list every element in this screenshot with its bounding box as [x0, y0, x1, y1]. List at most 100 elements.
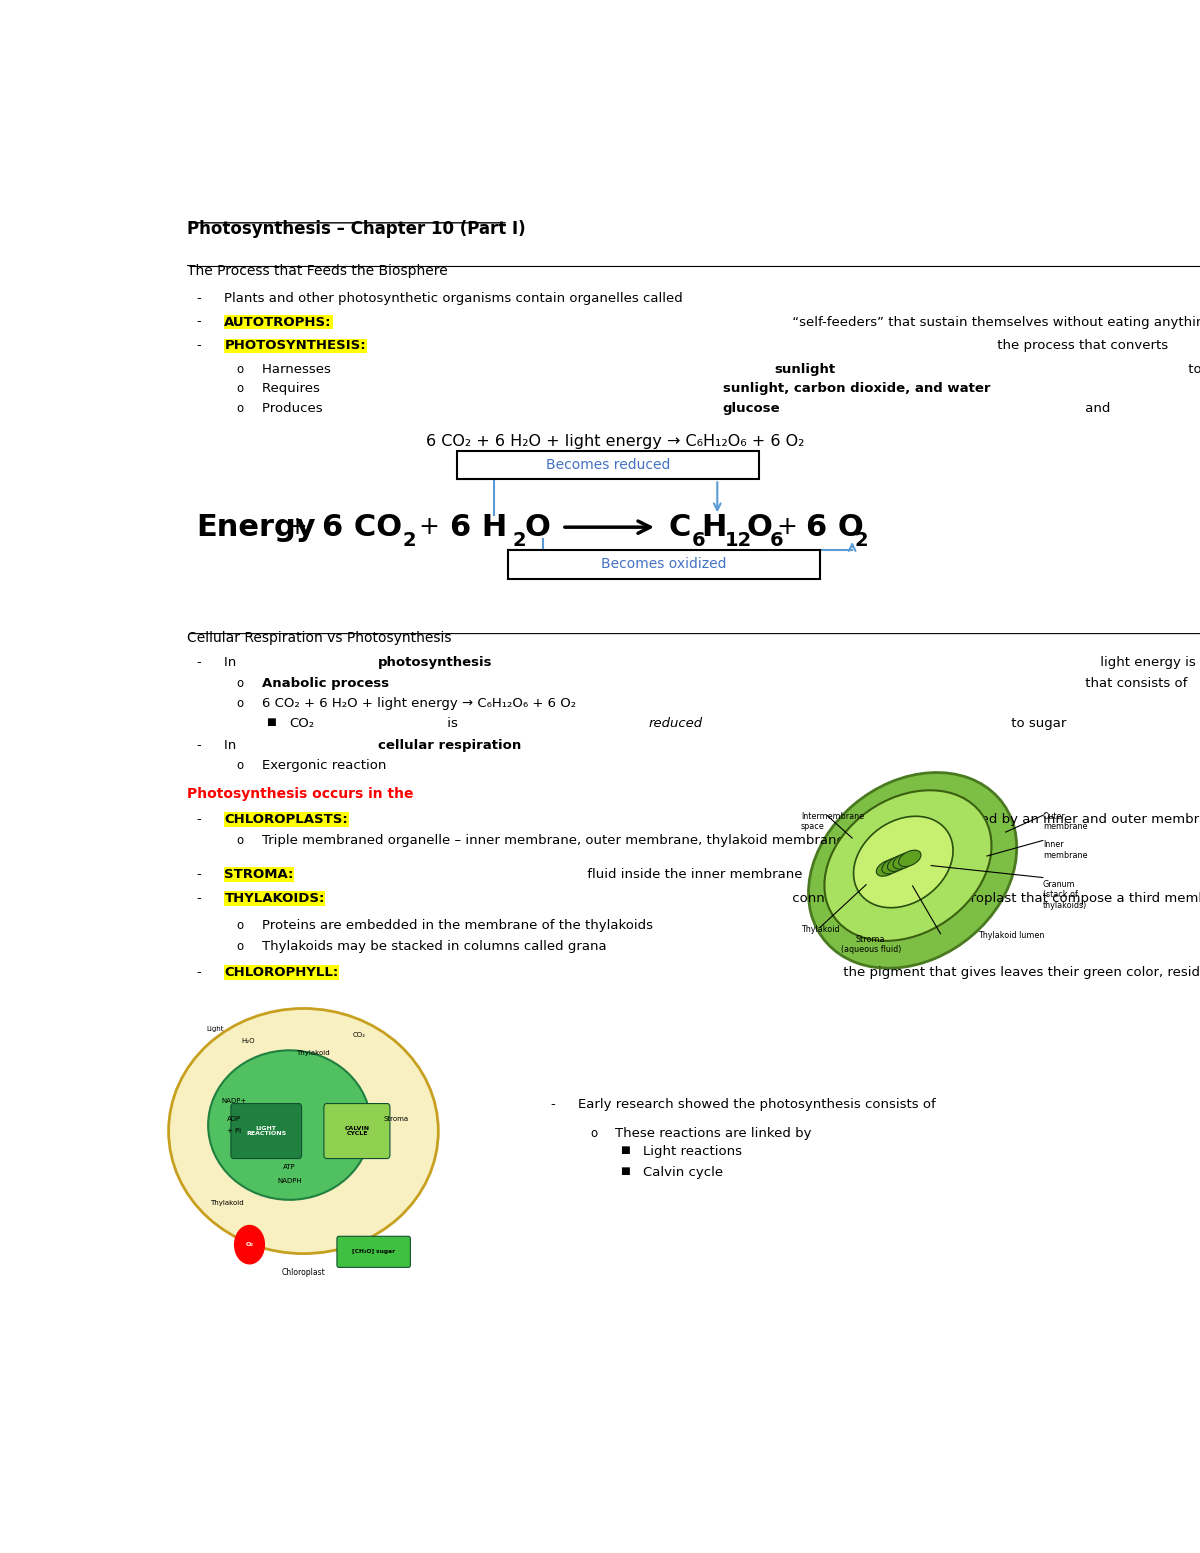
FancyBboxPatch shape — [457, 450, 760, 480]
Text: Produces: Produces — [262, 402, 326, 415]
Text: Thylakoid: Thylakoid — [210, 1200, 244, 1205]
Text: 12: 12 — [725, 531, 752, 550]
Text: Stroma
(aqueous fluid): Stroma (aqueous fluid) — [840, 935, 901, 955]
Text: 6 CO₂ + 6 H₂O + light energy → C₆H₁₂O₆ + 6 O₂: 6 CO₂ + 6 H₂O + light energy → C₆H₁₂O₆ +… — [426, 433, 804, 449]
Text: sunlight, carbon dioxide, and water: sunlight, carbon dioxide, and water — [722, 382, 990, 396]
Text: o: o — [236, 402, 244, 415]
Text: These reactions are linked by: These reactions are linked by — [616, 1127, 816, 1140]
Text: O₂: O₂ — [246, 1242, 253, 1247]
Text: Outer
membrane: Outer membrane — [1043, 812, 1087, 831]
Text: Harnesses: Harnesses — [262, 363, 335, 376]
Text: Stroma: Stroma — [384, 1117, 409, 1123]
Text: that consists of: that consists of — [1081, 677, 1192, 690]
Text: fluid inside the inner membrane: fluid inside the inner membrane — [583, 868, 803, 881]
Text: +: + — [287, 516, 307, 539]
Text: CO₂: CO₂ — [289, 717, 314, 730]
Text: Energy: Energy — [197, 512, 316, 542]
Text: -: - — [197, 812, 202, 826]
Text: NADPH: NADPH — [277, 1179, 302, 1185]
Ellipse shape — [208, 1050, 371, 1200]
Text: Proteins are embedded in the membrane of the thylakoids: Proteins are embedded in the membrane of… — [262, 919, 653, 932]
Text: 6: 6 — [691, 531, 704, 550]
Text: Light reactions: Light reactions — [643, 1146, 742, 1159]
Text: 6: 6 — [769, 531, 784, 550]
Text: the process that converts: the process that converts — [994, 340, 1172, 353]
Text: Light: Light — [206, 1027, 224, 1033]
Text: O: O — [524, 512, 551, 542]
Text: STROMA:: STROMA: — [224, 868, 294, 881]
Text: 6 O: 6 O — [805, 512, 864, 542]
Ellipse shape — [853, 817, 953, 907]
Text: 2: 2 — [403, 531, 416, 550]
Text: the pigment that gives leaves their green color, resides in the thylakoid membra: the pigment that gives leaves their gree… — [839, 966, 1200, 978]
Text: AUTOTROPHS:: AUTOTROPHS: — [224, 315, 332, 329]
FancyBboxPatch shape — [324, 1104, 390, 1159]
Text: to make: to make — [1184, 363, 1200, 376]
Text: THYLAKOIDS:: THYLAKOIDS: — [224, 891, 325, 905]
Text: ADP: ADP — [227, 1117, 241, 1123]
Text: The Process that Feeds the Biosphere: The Process that Feeds the Biosphere — [187, 264, 448, 278]
Ellipse shape — [824, 790, 991, 941]
Text: Calvin cycle: Calvin cycle — [643, 1166, 724, 1179]
Text: light energy is converted to chemical energy: light energy is converted to chemical en… — [1096, 657, 1200, 669]
Text: and: and — [1081, 402, 1115, 415]
Text: Requires: Requires — [262, 382, 324, 396]
Text: connected sacs in the chloroplast that compose a third membrane system: connected sacs in the chloroplast that c… — [788, 891, 1200, 905]
Circle shape — [235, 1225, 264, 1264]
Text: “self-feeders” that sustain themselves without eating anything derived from othe: “self-feeders” that sustain themselves w… — [788, 315, 1200, 329]
Text: sunlight: sunlight — [774, 363, 835, 376]
Ellipse shape — [899, 849, 920, 867]
FancyBboxPatch shape — [337, 1236, 410, 1267]
Text: o: o — [236, 697, 244, 710]
Text: In: In — [224, 657, 241, 669]
Text: +: + — [776, 516, 798, 539]
Text: reduced: reduced — [648, 717, 702, 730]
Text: Photosynthesis – Chapter 10 (Part I): Photosynthesis – Chapter 10 (Part I) — [187, 221, 526, 238]
Text: 6 H: 6 H — [450, 512, 508, 542]
Text: 2: 2 — [854, 531, 869, 550]
Text: is: is — [443, 717, 462, 730]
Text: -: - — [197, 966, 202, 978]
Text: cellular respiration: cellular respiration — [378, 739, 521, 752]
Text: ■: ■ — [619, 1146, 629, 1155]
Text: -: - — [197, 739, 202, 752]
Text: In: In — [224, 739, 241, 752]
Text: o: o — [236, 382, 244, 396]
Text: Plants and other photosynthetic organisms contain organelles called: Plants and other photosynthetic organism… — [224, 292, 688, 304]
Ellipse shape — [169, 1008, 438, 1253]
Text: Exergonic reaction: Exergonic reaction — [262, 759, 386, 772]
Text: o: o — [590, 1127, 598, 1140]
Text: Thylakoids may be stacked in columns called grana: Thylakoids may be stacked in columns cal… — [262, 940, 606, 952]
Ellipse shape — [809, 772, 1016, 968]
Text: ■: ■ — [266, 717, 276, 727]
Text: Chloroplast: Chloroplast — [282, 1267, 325, 1277]
Text: o: o — [236, 759, 244, 772]
Text: Intermembrane
space: Intermembrane space — [802, 812, 864, 831]
Text: are surrounded by an inner and outer membrane: are surrounded by an inner and outer mem… — [890, 812, 1200, 826]
Text: Triple membraned organelle – inner membrane, outer membrane, thylakoid membrane: Triple membraned organelle – inner membr… — [262, 834, 845, 848]
Text: Thylakoid: Thylakoid — [802, 926, 840, 935]
Text: CO₂: CO₂ — [353, 1033, 366, 1039]
Text: Thylakoid lumen: Thylakoid lumen — [978, 932, 1044, 941]
Text: Early research showed the photosynthesis consists of: Early research showed the photosynthesis… — [578, 1098, 940, 1110]
Ellipse shape — [876, 860, 899, 876]
Text: Inner
membrane: Inner membrane — [1043, 840, 1087, 860]
Text: Granum
(stack of
thylakoids): Granum (stack of thylakoids) — [1043, 881, 1087, 910]
Text: H₂O: H₂O — [241, 1039, 254, 1044]
Text: -: - — [197, 315, 202, 329]
Text: Photosynthesis occurs in the: Photosynthesis occurs in the — [187, 787, 419, 801]
Text: [CH₂O] sugar: [CH₂O] sugar — [352, 1249, 395, 1255]
Text: CALVIN
CYCLE: CALVIN CYCLE — [344, 1126, 370, 1137]
Text: -: - — [197, 292, 202, 304]
Text: +: + — [419, 516, 439, 539]
Text: CHLOROPHYLL:: CHLOROPHYLL: — [224, 966, 338, 978]
Text: -: - — [197, 868, 202, 881]
Text: 6 CO₂ + 6 H₂O + light energy → C₆H₁₂O₆ + 6 O₂: 6 CO₂ + 6 H₂O + light energy → C₆H₁₂O₆ +… — [262, 697, 576, 710]
Text: 6 CO: 6 CO — [322, 512, 402, 542]
Text: -: - — [197, 657, 202, 669]
Text: o: o — [236, 919, 244, 932]
Text: o: o — [236, 940, 244, 952]
Text: Cellular Respiration vs Photosynthesis: Cellular Respiration vs Photosynthesis — [187, 631, 451, 644]
Text: ATP: ATP — [283, 1163, 296, 1169]
Text: 2: 2 — [512, 531, 527, 550]
